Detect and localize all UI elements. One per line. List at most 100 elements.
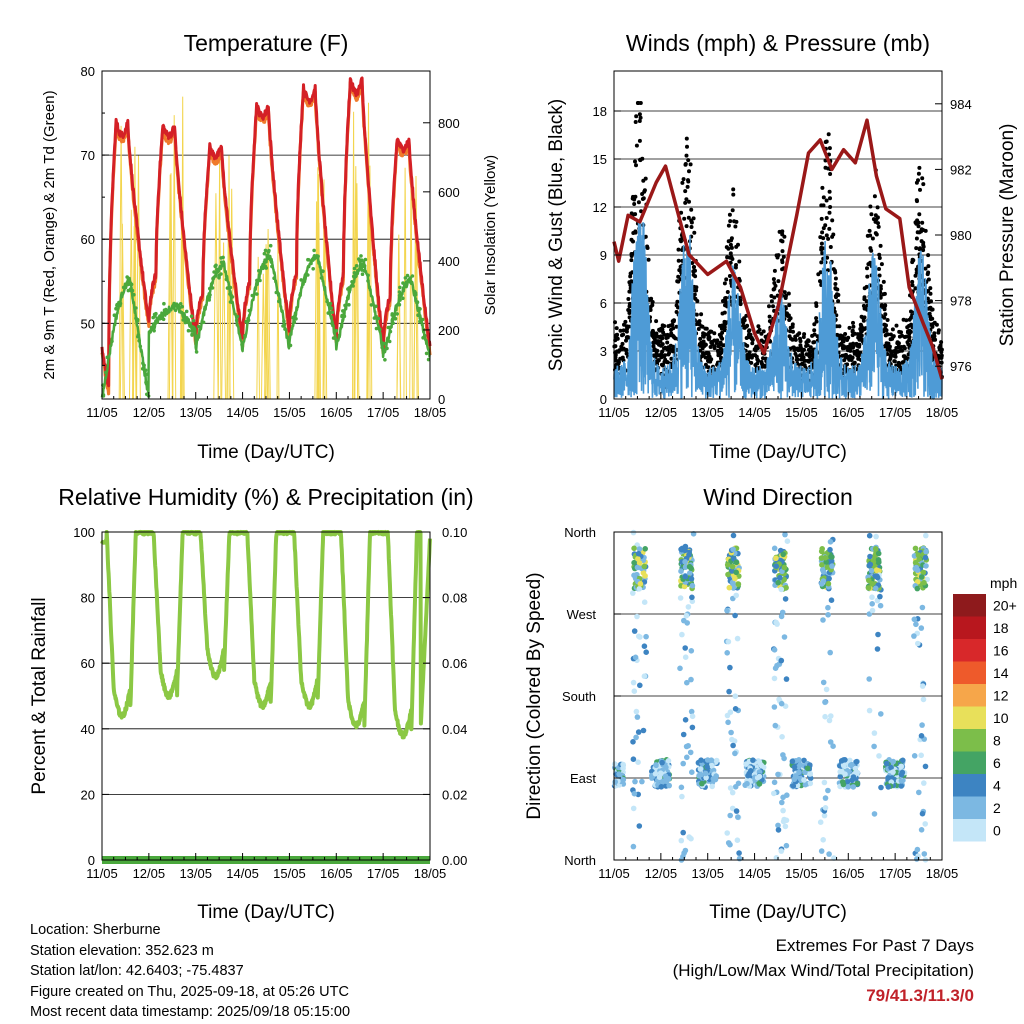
dewpoint-point	[228, 300, 233, 304]
gust-point	[652, 337, 657, 341]
wind-direction-point	[727, 785, 734, 791]
gust-point	[805, 358, 810, 363]
wind-direction-point	[677, 595, 684, 601]
wind-ytick-label: 18	[593, 104, 607, 119]
dewpoint-point	[129, 289, 134, 293]
wind-direction-point	[874, 573, 880, 579]
dewpoint-point	[291, 315, 295, 320]
dewpoint-point	[162, 308, 167, 313]
wind-direction-point	[682, 573, 689, 580]
gust-point	[849, 358, 854, 362]
dewpoint-point	[374, 326, 379, 331]
gust-point	[825, 255, 830, 260]
wind-xtick-label: 15/05	[785, 405, 818, 420]
dewpoint-point	[334, 328, 339, 333]
wind-direction-point	[727, 841, 733, 848]
dewpoint-point	[103, 370, 108, 375]
dewpoint-point	[390, 318, 395, 323]
humidity-xlabel: Time (Day/UTC)	[197, 902, 335, 923]
wind-direction-point	[868, 567, 875, 574]
wind-direction-point	[684, 754, 690, 761]
rh-y2tick-label: 0.06	[442, 656, 467, 671]
wind-direction-point	[688, 835, 694, 842]
wind-direction-point	[726, 584, 733, 591]
wind-direction-point	[914, 585, 921, 592]
dewpoint-point	[420, 317, 425, 322]
gust-point	[899, 330, 903, 335]
gust-point	[683, 162, 688, 167]
dewpoint-point	[362, 268, 367, 273]
wind-direction-point	[775, 771, 781, 778]
gust-point	[812, 322, 817, 327]
gust-point	[834, 295, 838, 300]
gust-point	[915, 230, 920, 235]
gust-point	[629, 211, 634, 216]
wind-direction-point	[689, 582, 696, 589]
dir-ytick-label: South	[562, 689, 596, 704]
dewpoint-point	[288, 343, 293, 348]
gust-point	[724, 277, 729, 282]
wind-direction-point	[709, 783, 715, 790]
gust-point	[744, 336, 749, 340]
gust-point	[684, 136, 689, 141]
wind-direction-point	[918, 733, 925, 739]
dewpoint-point	[398, 298, 402, 302]
dewpoint-point	[311, 267, 316, 271]
gust-point	[866, 262, 871, 267]
gust-point	[862, 327, 867, 332]
gust-point	[865, 274, 870, 279]
gust-point	[676, 258, 681, 263]
wind-ytick-label: 0	[600, 392, 607, 407]
wind-direction-point	[854, 780, 861, 787]
gust-point	[690, 261, 695, 265]
gust-point	[831, 232, 836, 237]
wind-direction-point	[916, 556, 922, 563]
dewpoint-point	[219, 272, 223, 276]
wind-direction-point	[875, 550, 882, 557]
temp-xtick-label: 11/05	[86, 405, 118, 420]
gust-point	[852, 351, 857, 356]
wind-direction-point	[825, 787, 831, 794]
gust-point	[900, 333, 904, 338]
gust-point	[676, 305, 680, 310]
rh-ytick-label: 20	[81, 787, 95, 802]
dewpoint-point	[376, 316, 381, 321]
gust-point	[707, 335, 712, 340]
gust-point	[870, 236, 875, 241]
gust-point	[904, 318, 909, 323]
wind-direction-point	[898, 783, 905, 789]
wind-direction-point	[920, 569, 927, 576]
gust-point	[808, 350, 813, 355]
wind-direction-point	[866, 707, 873, 714]
gust-point	[676, 279, 681, 284]
gust-point	[633, 159, 637, 164]
dewpoint-point	[329, 306, 334, 311]
wind-direction-point	[688, 565, 694, 571]
gust-point	[819, 260, 824, 265]
gust-point	[707, 330, 711, 335]
info-created: Figure created on Thu, 2025-09-18, at 05…	[30, 983, 349, 1000]
gust-point	[918, 187, 922, 192]
solar-insolation-line	[403, 167, 407, 400]
dewpoint-point	[219, 256, 223, 260]
gust-point	[706, 358, 710, 363]
wind-direction-point	[637, 581, 644, 587]
dewpoint-2m-line	[100, 253, 431, 398]
wind-direction-point	[866, 532, 873, 539]
wind-direction-point	[688, 708, 695, 715]
dewpoint-point	[281, 324, 285, 328]
wind-direction-point	[727, 664, 733, 671]
wind-direction-point	[921, 780, 927, 786]
gust-point	[851, 324, 856, 329]
gust-point	[636, 200, 641, 205]
gust-point	[671, 347, 676, 352]
gust-point	[913, 286, 918, 291]
wind-direction-point	[677, 665, 683, 672]
wind-direction-point	[784, 538, 791, 544]
wind-direction-point	[828, 597, 835, 603]
gust-point	[651, 344, 656, 349]
wind-direction-point	[822, 805, 829, 811]
gust-point	[772, 295, 777, 300]
gust-point	[696, 327, 701, 331]
dewpoint-point	[243, 334, 247, 338]
